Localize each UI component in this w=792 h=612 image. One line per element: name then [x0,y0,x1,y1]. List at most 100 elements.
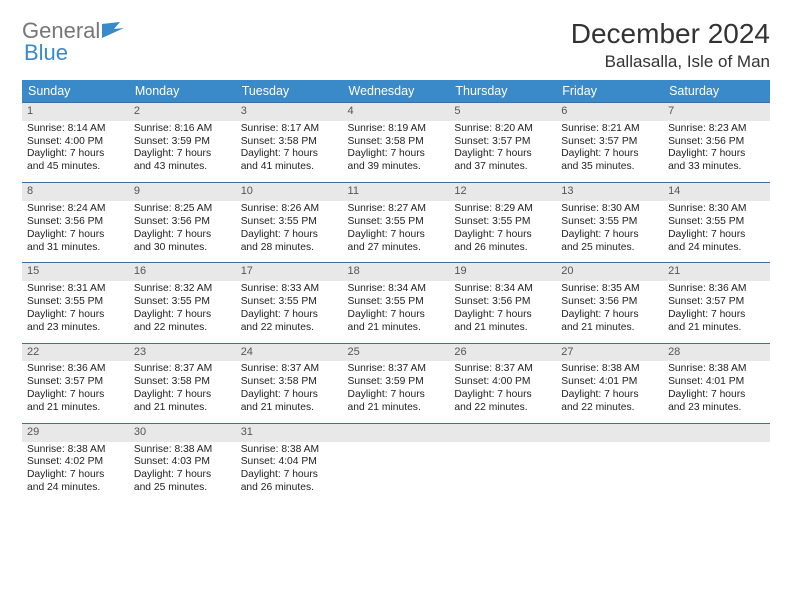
calendar-day-cell: 23Sunrise: 8:37 AMSunset: 3:58 PMDayligh… [129,343,236,423]
day-details: Sunrise: 8:34 AMSunset: 3:56 PMDaylight:… [449,281,556,342]
month-title: December 2024 [571,18,770,50]
calendar-day-cell: 2Sunrise: 8:16 AMSunset: 3:59 PMDaylight… [129,103,236,183]
day-details: Sunrise: 8:33 AMSunset: 3:55 PMDaylight:… [236,281,343,342]
day-details: Sunrise: 8:23 AMSunset: 3:56 PMDaylight:… [663,121,770,182]
calendar-day-cell: 22Sunrise: 8:36 AMSunset: 3:57 PMDayligh… [22,343,129,423]
day-details: Sunrise: 8:36 AMSunset: 3:57 PMDaylight:… [22,361,129,422]
day-number: 13 [556,183,663,201]
title-block: December 2024 Ballasalla, Isle of Man [571,18,770,72]
calendar-day-cell: 8Sunrise: 8:24 AMSunset: 3:56 PMDaylight… [22,183,129,263]
calendar-body: 1Sunrise: 8:14 AMSunset: 4:00 PMDaylight… [22,103,770,503]
weekday-header: Sunday [22,80,129,103]
day-details: Sunrise: 8:38 AMSunset: 4:03 PMDaylight:… [129,442,236,503]
empty-day-bar [663,424,770,442]
flag-icon [102,18,124,44]
calendar-empty-cell [556,423,663,503]
day-details: Sunrise: 8:26 AMSunset: 3:55 PMDaylight:… [236,201,343,262]
day-number: 31 [236,424,343,442]
day-details: Sunrise: 8:17 AMSunset: 3:58 PMDaylight:… [236,121,343,182]
empty-day-bar [556,424,663,442]
calendar-table: SundayMondayTuesdayWednesdayThursdayFrid… [22,80,770,503]
calendar-day-cell: 14Sunrise: 8:30 AMSunset: 3:55 PMDayligh… [663,183,770,263]
day-number: 1 [22,103,129,121]
day-details: Sunrise: 8:38 AMSunset: 4:04 PMDaylight:… [236,442,343,503]
day-number: 29 [22,424,129,442]
calendar-week-row: 15Sunrise: 8:31 AMSunset: 3:55 PMDayligh… [22,263,770,343]
day-details: Sunrise: 8:37 AMSunset: 3:59 PMDaylight:… [343,361,450,422]
calendar-day-cell: 10Sunrise: 8:26 AMSunset: 3:55 PMDayligh… [236,183,343,263]
day-number: 28 [663,344,770,362]
day-number: 26 [449,344,556,362]
calendar-day-cell: 17Sunrise: 8:33 AMSunset: 3:55 PMDayligh… [236,263,343,343]
calendar-day-cell: 7Sunrise: 8:23 AMSunset: 3:56 PMDaylight… [663,103,770,183]
day-number: 21 [663,263,770,281]
day-number: 4 [343,103,450,121]
day-number: 19 [449,263,556,281]
day-details: Sunrise: 8:25 AMSunset: 3:56 PMDaylight:… [129,201,236,262]
day-number: 8 [22,183,129,201]
calendar-day-cell: 30Sunrise: 8:38 AMSunset: 4:03 PMDayligh… [129,423,236,503]
day-details: Sunrise: 8:29 AMSunset: 3:55 PMDaylight:… [449,201,556,262]
weekday-header: Monday [129,80,236,103]
day-details: Sunrise: 8:20 AMSunset: 3:57 PMDaylight:… [449,121,556,182]
day-details: Sunrise: 8:38 AMSunset: 4:02 PMDaylight:… [22,442,129,503]
day-number: 9 [129,183,236,201]
calendar-day-cell: 5Sunrise: 8:20 AMSunset: 3:57 PMDaylight… [449,103,556,183]
calendar-day-cell: 31Sunrise: 8:38 AMSunset: 4:04 PMDayligh… [236,423,343,503]
calendar-day-cell: 13Sunrise: 8:30 AMSunset: 3:55 PMDayligh… [556,183,663,263]
calendar-week-row: 29Sunrise: 8:38 AMSunset: 4:02 PMDayligh… [22,423,770,503]
day-details: Sunrise: 8:30 AMSunset: 3:55 PMDaylight:… [663,201,770,262]
day-number: 10 [236,183,343,201]
weekday-header: Tuesday [236,80,343,103]
day-details: Sunrise: 8:30 AMSunset: 3:55 PMDaylight:… [556,201,663,262]
day-details: Sunrise: 8:38 AMSunset: 4:01 PMDaylight:… [663,361,770,422]
day-details: Sunrise: 8:37 AMSunset: 4:00 PMDaylight:… [449,361,556,422]
day-details: Sunrise: 8:14 AMSunset: 4:00 PMDaylight:… [22,121,129,182]
day-number: 27 [556,344,663,362]
day-number: 17 [236,263,343,281]
day-number: 16 [129,263,236,281]
calendar-day-cell: 25Sunrise: 8:37 AMSunset: 3:59 PMDayligh… [343,343,450,423]
day-number: 25 [343,344,450,362]
calendar-day-cell: 15Sunrise: 8:31 AMSunset: 3:55 PMDayligh… [22,263,129,343]
day-details: Sunrise: 8:34 AMSunset: 3:55 PMDaylight:… [343,281,450,342]
day-details: Sunrise: 8:31 AMSunset: 3:55 PMDaylight:… [22,281,129,342]
calendar-empty-cell [343,423,450,503]
day-details: Sunrise: 8:38 AMSunset: 4:01 PMDaylight:… [556,361,663,422]
weekday-header: Saturday [663,80,770,103]
calendar-day-cell: 1Sunrise: 8:14 AMSunset: 4:00 PMDaylight… [22,103,129,183]
calendar-day-cell: 18Sunrise: 8:34 AMSunset: 3:55 PMDayligh… [343,263,450,343]
calendar-day-cell: 24Sunrise: 8:37 AMSunset: 3:58 PMDayligh… [236,343,343,423]
calendar-week-row: 1Sunrise: 8:14 AMSunset: 4:00 PMDaylight… [22,103,770,183]
calendar-header: SundayMondayTuesdayWednesdayThursdayFrid… [22,80,770,103]
day-number: 20 [556,263,663,281]
calendar-day-cell: 9Sunrise: 8:25 AMSunset: 3:56 PMDaylight… [129,183,236,263]
calendar-day-cell: 12Sunrise: 8:29 AMSunset: 3:55 PMDayligh… [449,183,556,263]
day-number: 11 [343,183,450,201]
calendar-empty-cell [449,423,556,503]
day-number: 5 [449,103,556,121]
day-number: 15 [22,263,129,281]
calendar-day-cell: 28Sunrise: 8:38 AMSunset: 4:01 PMDayligh… [663,343,770,423]
day-details: Sunrise: 8:37 AMSunset: 3:58 PMDaylight:… [236,361,343,422]
calendar-day-cell: 27Sunrise: 8:38 AMSunset: 4:01 PMDayligh… [556,343,663,423]
day-number: 23 [129,344,236,362]
empty-day-bar [343,424,450,442]
day-details: Sunrise: 8:32 AMSunset: 3:55 PMDaylight:… [129,281,236,342]
calendar-day-cell: 4Sunrise: 8:19 AMSunset: 3:58 PMDaylight… [343,103,450,183]
calendar-week-row: 22Sunrise: 8:36 AMSunset: 3:57 PMDayligh… [22,343,770,423]
calendar-day-cell: 26Sunrise: 8:37 AMSunset: 4:00 PMDayligh… [449,343,556,423]
day-details: Sunrise: 8:27 AMSunset: 3:55 PMDaylight:… [343,201,450,262]
day-number: 24 [236,344,343,362]
day-details: Sunrise: 8:21 AMSunset: 3:57 PMDaylight:… [556,121,663,182]
day-number: 2 [129,103,236,121]
empty-day-bar [449,424,556,442]
calendar-day-cell: 21Sunrise: 8:36 AMSunset: 3:57 PMDayligh… [663,263,770,343]
day-details: Sunrise: 8:35 AMSunset: 3:56 PMDaylight:… [556,281,663,342]
logo-word-blue: Blue [24,40,68,66]
day-details: Sunrise: 8:19 AMSunset: 3:58 PMDaylight:… [343,121,450,182]
calendar-day-cell: 11Sunrise: 8:27 AMSunset: 3:55 PMDayligh… [343,183,450,263]
calendar-empty-cell [663,423,770,503]
location: Ballasalla, Isle of Man [571,52,770,72]
calendar-day-cell: 29Sunrise: 8:38 AMSunset: 4:02 PMDayligh… [22,423,129,503]
